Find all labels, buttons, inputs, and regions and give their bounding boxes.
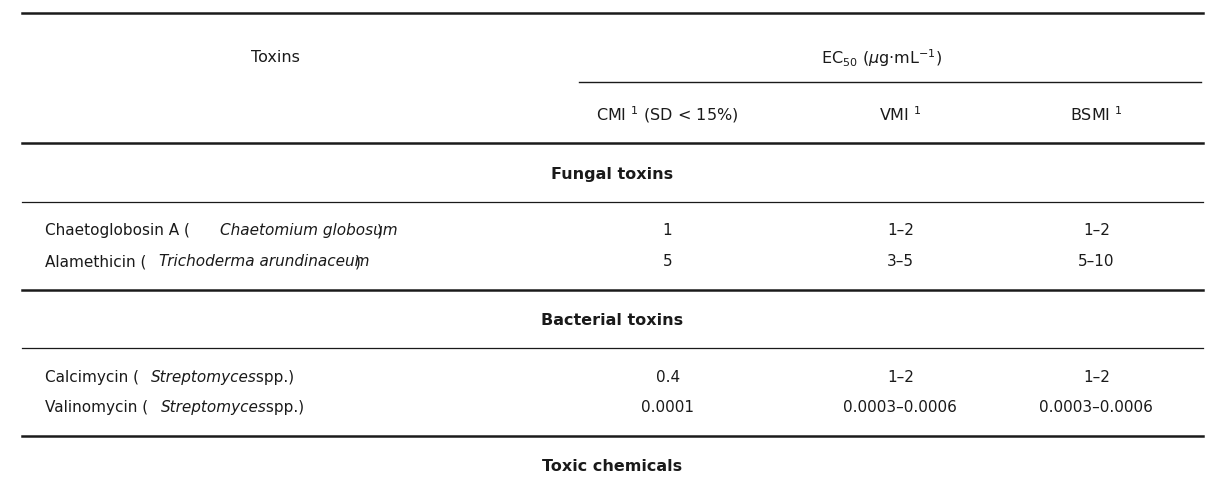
- Text: Toxic chemicals: Toxic chemicals: [543, 458, 682, 473]
- Text: 1–2: 1–2: [887, 369, 914, 384]
- Text: EC$_{50}$ ($\mu$g·mL$^{-1}$): EC$_{50}$ ($\mu$g·mL$^{-1}$): [821, 47, 943, 69]
- Text: VMI $^{1}$: VMI $^{1}$: [880, 105, 921, 123]
- Text: Streptomyces: Streptomyces: [151, 369, 256, 384]
- Text: 1–2: 1–2: [1083, 223, 1110, 238]
- Text: BSMI $^{1}$: BSMI $^{1}$: [1069, 105, 1123, 123]
- Text: 0.0001: 0.0001: [641, 399, 695, 415]
- Text: 1–2: 1–2: [887, 223, 914, 238]
- Text: spp.): spp.): [251, 369, 294, 384]
- Text: ): ): [377, 223, 382, 238]
- Text: 1: 1: [663, 223, 673, 238]
- Text: 5: 5: [663, 253, 673, 269]
- Text: CMI $^{1}$ (SD < 15%): CMI $^{1}$ (SD < 15%): [597, 104, 739, 125]
- Text: Chaetomium globosum: Chaetomium globosum: [220, 223, 397, 238]
- Text: 3–5: 3–5: [887, 253, 914, 269]
- Text: 5–10: 5–10: [1078, 253, 1115, 269]
- Text: Streptomyces: Streptomyces: [160, 399, 266, 415]
- Text: 1–2: 1–2: [1083, 369, 1110, 384]
- Text: ): ): [355, 253, 361, 269]
- Text: 0.0003–0.0006: 0.0003–0.0006: [844, 399, 957, 415]
- Text: Alamethicin (: Alamethicin (: [45, 253, 147, 269]
- Text: Fungal toxins: Fungal toxins: [551, 166, 674, 181]
- Text: Toxins: Toxins: [251, 50, 300, 65]
- Text: 0.4: 0.4: [655, 369, 680, 384]
- Text: Trichoderma arundinaceum: Trichoderma arundinaceum: [159, 253, 370, 269]
- Text: Calcimycin (: Calcimycin (: [45, 369, 140, 384]
- Text: Valinomycin (: Valinomycin (: [45, 399, 148, 415]
- Text: spp.): spp.): [261, 399, 304, 415]
- Text: Chaetoglobosin A (: Chaetoglobosin A (: [45, 223, 190, 238]
- Text: Bacterial toxins: Bacterial toxins: [541, 312, 684, 327]
- Text: 0.0003–0.0006: 0.0003–0.0006: [1040, 399, 1153, 415]
